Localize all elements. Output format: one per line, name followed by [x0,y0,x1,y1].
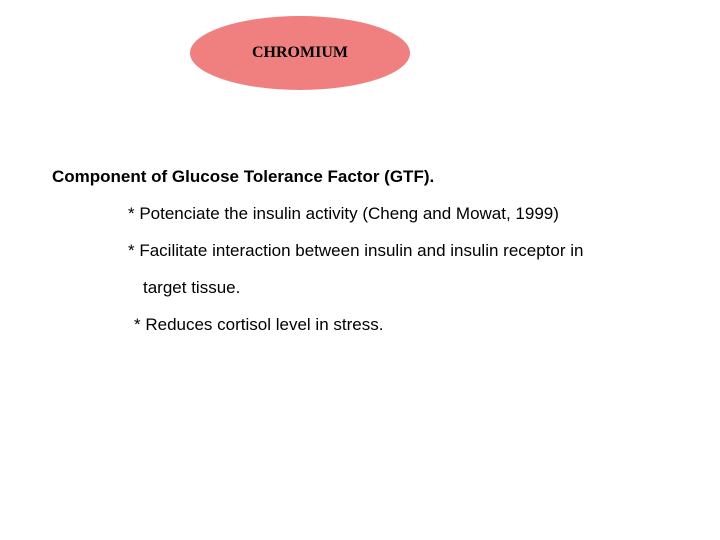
bullet-item: * Facilitate interaction between insulin… [128,241,583,261]
title-ellipse: CHROMIUM [190,16,410,90]
title-text: CHROMIUM [252,44,348,62]
bullet-item: * Reduces cortisol level in stress. [134,315,383,335]
slide: CHROMIUM Component of Glucose Tolerance … [0,0,720,540]
section-heading: Component of Glucose Tolerance Factor (G… [52,167,434,187]
bullet-item: target tissue. [143,278,240,298]
bullet-item: * Potenciate the insulin activity (Cheng… [128,204,559,224]
